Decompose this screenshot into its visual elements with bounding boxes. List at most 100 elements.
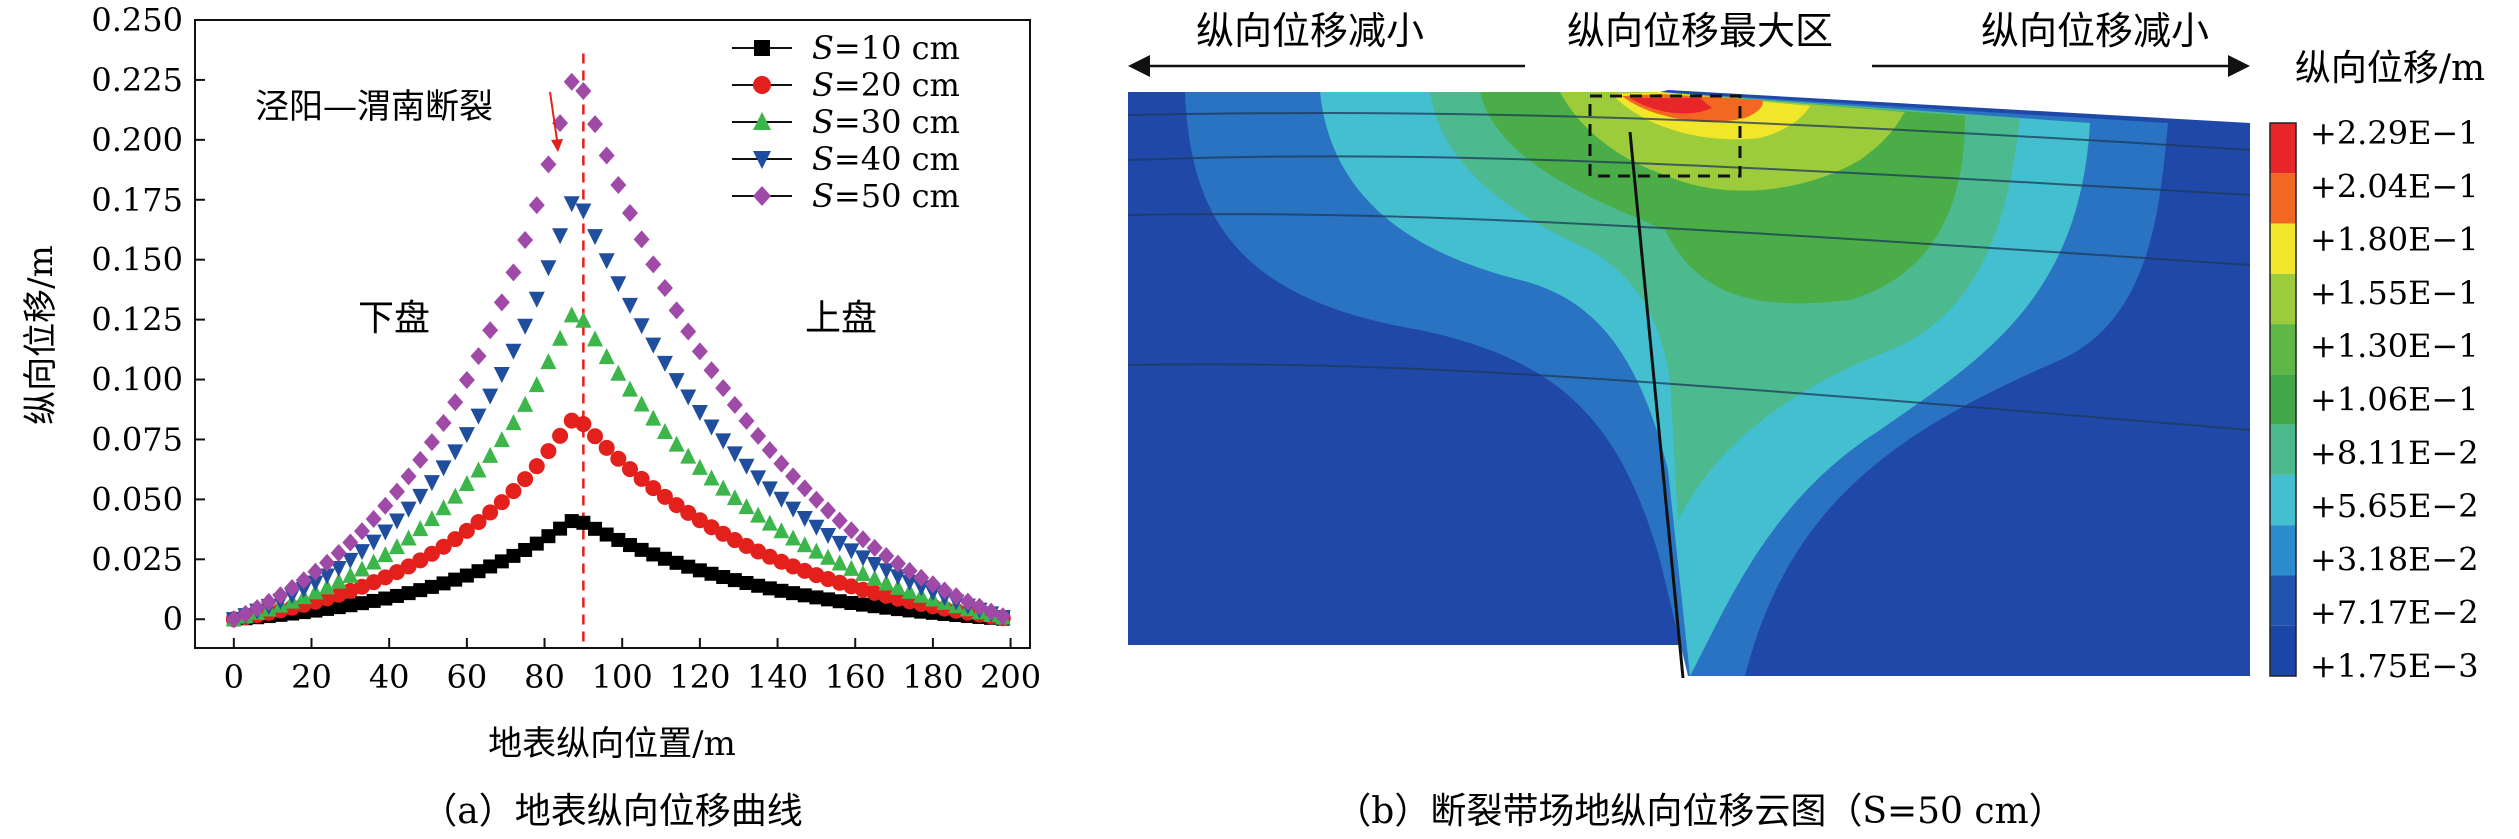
x-ticks: 0 20 40 60 80 100 120 140 160 180 200 — [224, 638, 1041, 696]
point-s10 — [436, 576, 451, 591]
fault-trace — [1628, 131, 1685, 679]
point-s20 — [482, 504, 499, 521]
legend-label: S=40 cm — [812, 140, 960, 178]
point-s50 — [470, 347, 487, 366]
point-s40 — [855, 550, 871, 567]
point-s50 — [668, 301, 685, 320]
colorbar-tick-label: +1.30E−1 — [2310, 327, 2479, 365]
legend-marker — [753, 151, 771, 169]
point-s10 — [809, 590, 824, 605]
point-s30 — [400, 529, 417, 546]
point-s40 — [726, 446, 743, 463]
point-s40 — [330, 560, 347, 577]
point-s10 — [389, 588, 404, 603]
point-s10 — [401, 586, 416, 601]
point-s50 — [855, 530, 871, 549]
point-s30 — [808, 542, 825, 559]
point-s30 — [342, 566, 359, 583]
point-s30 — [377, 546, 394, 563]
point-s50 — [458, 371, 475, 390]
point-s20 — [575, 416, 592, 433]
point-s40 — [517, 318, 534, 335]
point-s40 — [656, 355, 673, 372]
point-s20 — [703, 519, 720, 536]
point-s50 — [225, 610, 242, 629]
y-tick-label: 0.125 — [91, 301, 183, 339]
colorbar-tick-label: +3.18E−2 — [2310, 540, 2479, 578]
point-s20 — [552, 427, 569, 444]
point-s20 — [412, 552, 429, 569]
point-s10 — [716, 570, 731, 585]
point-s10 — [611, 532, 626, 547]
point-s30 — [458, 475, 475, 492]
point-s50 — [342, 533, 359, 552]
point-s30 — [843, 559, 860, 576]
point-s20 — [598, 439, 615, 456]
colorbar-tick-label: +8.11E−2 — [2310, 434, 2479, 472]
contour-red-peak — [1630, 98, 1712, 114]
x-axis-label: 地表纵向位置/m — [488, 724, 736, 764]
x-tick-label: 60 — [447, 658, 488, 696]
point-s50 — [785, 467, 802, 486]
y-tick-label: 0.250 — [91, 1, 183, 39]
point-s50 — [295, 571, 312, 590]
colorbar-tick-label: +1.75E−3 — [2310, 647, 2479, 685]
legend-label: S=10 cm — [812, 29, 960, 67]
point-s50 — [400, 467, 417, 486]
point-s10 — [797, 588, 812, 603]
point-s30 — [517, 395, 534, 412]
point-s10 — [553, 521, 568, 536]
point-s40 — [400, 501, 417, 518]
top-left-label: 纵向位移减小 — [1196, 9, 1424, 53]
point-s10 — [879, 600, 894, 615]
y-axis-label: 纵向位移/m — [21, 245, 61, 425]
point-s30 — [680, 447, 697, 464]
fault-annotation-arrowhead — [551, 139, 563, 152]
point-s50 — [540, 155, 557, 174]
panel-b-caption: （b）断裂带场地纵向位移云图（S=50 cm） — [1335, 791, 2064, 832]
legend-marker — [754, 40, 770, 56]
series-20 — [225, 412, 1011, 628]
point-s50 — [319, 553, 336, 572]
point-s20 — [528, 458, 545, 475]
point-s30 — [703, 469, 720, 486]
point-s40 — [435, 460, 452, 477]
colorbar-border — [2269, 122, 2297, 677]
x-tick-label: 80 — [524, 658, 565, 696]
legend-marker — [753, 186, 771, 206]
point-s50 — [621, 203, 638, 222]
colorbar-swatch — [2270, 223, 2296, 274]
point-s40 — [307, 575, 324, 592]
point-s50 — [820, 501, 837, 520]
point-s40 — [668, 373, 685, 390]
point-s10 — [646, 547, 661, 562]
colorbar-swatch — [2270, 173, 2296, 224]
point-s30 — [691, 458, 708, 475]
point-s40 — [820, 528, 837, 545]
panel-a-caption: （a）地表纵向位移曲线 — [421, 791, 802, 832]
x-tick-label: 20 — [291, 658, 332, 696]
point-s50 — [750, 426, 767, 445]
colorbar-tick-label: +5.65E−2 — [2310, 487, 2479, 525]
point-s10 — [355, 596, 369, 611]
point-s50 — [330, 544, 347, 563]
point-s10 — [541, 529, 556, 544]
point-s20 — [656, 488, 673, 505]
point-s50 — [948, 587, 965, 606]
point-s50 — [761, 441, 778, 460]
point-s30 — [388, 538, 405, 555]
point-s30 — [563, 306, 580, 323]
colorbar: +2.29E−1 +2.04E−1 +1.80E−1 +1.55E−1 +1.30E−1… — [2269, 114, 2479, 685]
point-s50 — [517, 230, 534, 249]
series-layer — [225, 72, 1011, 629]
point-s30 — [435, 499, 452, 516]
x-tick-label: 180 — [902, 658, 963, 696]
point-s30 — [633, 395, 650, 412]
point-s30 — [610, 364, 627, 381]
point-s50 — [773, 454, 790, 473]
point-s30 — [645, 409, 662, 426]
point-s10 — [518, 542, 533, 557]
legend-label: S=50 cm — [812, 177, 960, 215]
point-s30 — [738, 498, 755, 515]
point-s40 — [342, 552, 359, 569]
